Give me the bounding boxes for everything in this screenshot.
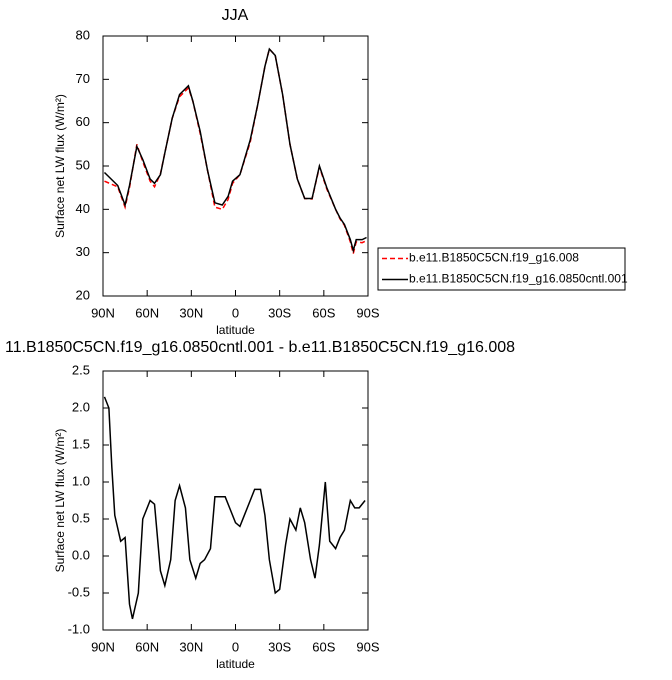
y-tick-label: 0.0 (72, 547, 90, 562)
x-tick-label: 30N (179, 305, 203, 320)
x-tick-label: 60S (312, 639, 335, 654)
y-axis-label: Surface net LW flux (W/m²) (53, 94, 67, 238)
chart-title: 11.B1850C5CN.f19_g16.0850cntl.001 - b.e1… (5, 339, 515, 356)
y-tick-label: 50 (76, 157, 90, 172)
y-tick-label: 1.5 (72, 436, 90, 451)
y-axis-label: Surface net LW flux (W/m²) (53, 429, 67, 573)
series-line (103, 47, 367, 254)
y-tick-label: 2.5 (72, 362, 90, 377)
y-tick-label: 2.0 (72, 399, 90, 414)
y-tick-label: -0.5 (68, 584, 90, 599)
y-tick-label: 0.5 (72, 510, 90, 525)
plot-frame (102, 35, 369, 297)
x-tick-label: 30S (268, 639, 291, 654)
y-tick-label: 70 (76, 71, 90, 86)
y-tick-label: 80 (76, 27, 90, 42)
series-line (104, 47, 367, 254)
y-tick-label: 1.0 (72, 473, 90, 488)
y-tick-label: 60 (76, 114, 90, 129)
x-tick-label: 30N (179, 639, 203, 654)
legend-label: b.e11.B1850C5CN.f19_g16.0850cntl.001 (409, 272, 628, 286)
y-tick-label: -1.0 (68, 621, 90, 636)
x-axis-label: latitude (216, 657, 255, 671)
x-tick-label: 60N (135, 639, 159, 654)
x-tick-label: 90N (91, 639, 115, 654)
x-tick-label: 0 (232, 639, 239, 654)
x-tick-label: 30S (268, 305, 291, 320)
series-line (103, 396, 366, 620)
x-tick-label: 90N (91, 305, 115, 320)
plot-frame (102, 370, 369, 631)
y-tick-label: 40 (76, 201, 90, 216)
x-tick-label: 0 (232, 305, 239, 320)
x-tick-label: 60S (312, 305, 335, 320)
y-tick-label: 20 (76, 287, 90, 302)
legend-label: b.e11.B1850C5CN.f19_g16.008 (409, 251, 579, 265)
x-axis-label: latitude (216, 323, 255, 337)
y-tick-label: 30 (76, 244, 90, 259)
x-tick-label: 90S (356, 305, 379, 320)
x-tick-label: 90S (356, 639, 379, 654)
chart-title: JJA (222, 7, 249, 24)
legend-box (377, 247, 626, 291)
x-tick-label: 60N (135, 305, 159, 320)
